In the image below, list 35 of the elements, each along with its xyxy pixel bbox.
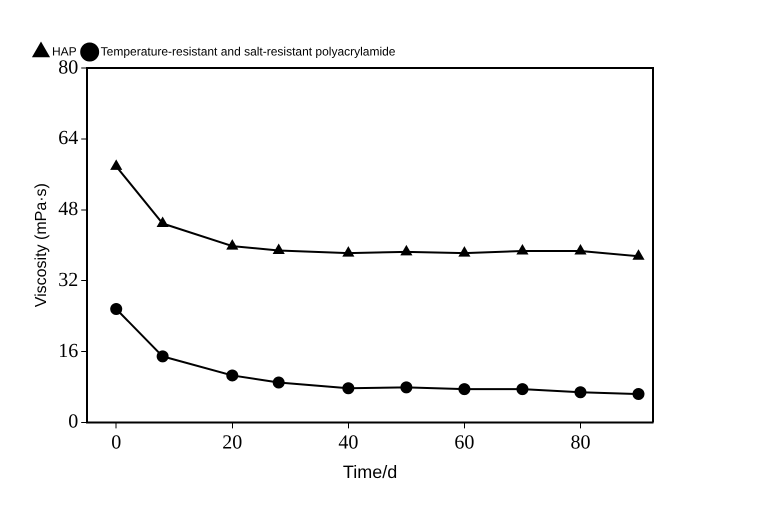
point <box>110 160 122 170</box>
y-tick-label: 16 <box>58 340 78 362</box>
point <box>632 388 644 400</box>
legend-label: Temperature-resistant and salt-resistant polyacrylamide <box>100 44 396 58</box>
x-tick-label: 60 <box>454 432 474 454</box>
x-tick-label: 0 <box>111 432 122 454</box>
point <box>156 350 169 362</box>
y-tick-label: 48 <box>58 198 78 220</box>
point <box>226 369 238 382</box>
y-tick-label: 80 <box>58 56 78 78</box>
legend-label: HAP <box>52 44 77 58</box>
point <box>400 381 412 394</box>
y-tick-label: 0 <box>68 410 78 433</box>
point <box>226 240 238 250</box>
point <box>343 247 354 257</box>
point <box>575 244 586 254</box>
x-tick-label: 20 <box>222 432 242 454</box>
point <box>342 382 354 394</box>
point <box>459 247 470 257</box>
x-axis-title: Time/d <box>342 462 398 482</box>
point <box>574 386 586 398</box>
x-tick-label: 80 <box>570 432 590 454</box>
point <box>157 217 168 227</box>
point <box>272 376 285 389</box>
y-axis-title: Viscosity (mPa·s) <box>33 183 50 308</box>
x-tick-label: 40 <box>338 432 358 454</box>
point <box>458 383 470 396</box>
y-tick-label: 64 <box>58 127 78 150</box>
point <box>517 244 528 254</box>
point <box>401 246 412 256</box>
point <box>273 244 284 254</box>
y-tick-label: 32 <box>58 268 78 291</box>
point <box>110 302 122 315</box>
point <box>633 250 644 260</box>
point <box>516 383 528 396</box>
